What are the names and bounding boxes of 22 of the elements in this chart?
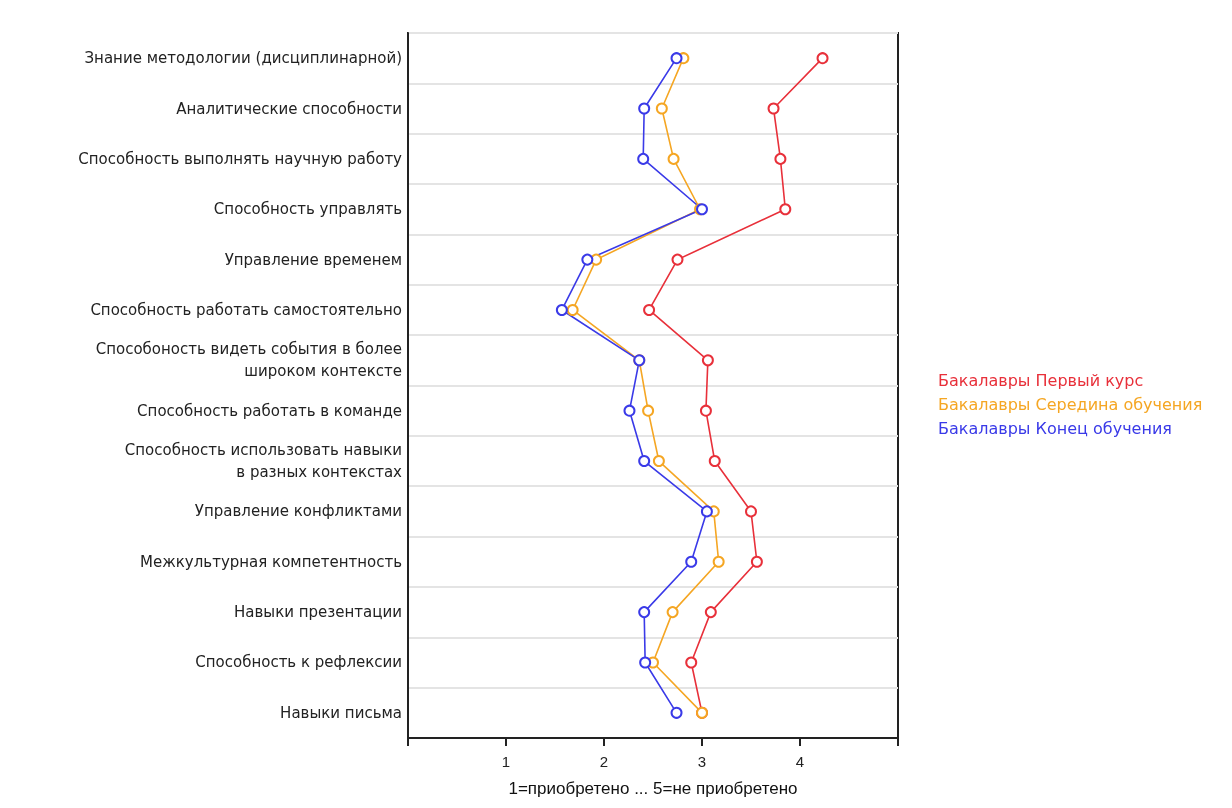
y-tick-label: Способность работать в команде (137, 401, 402, 420)
x-axis-title: 1=приобретено ... 5=не приобретено (508, 779, 798, 798)
y-tick-label: Управление конфликтами (194, 502, 402, 521)
y-tick-label: Способность управлять (213, 200, 402, 219)
x-tick-label: 4 (795, 753, 805, 770)
y-tick-label: Навыки письма (280, 703, 402, 722)
y-tick-label: Способность к рефлексии (195, 653, 402, 672)
y-tick-label: Способность выполнять научную работу (78, 149, 403, 168)
x-tick-label: 1 (501, 753, 511, 770)
text: Бакалавры Середина обучения (938, 394, 1203, 414)
y-tick-label: Аналитические способности (176, 99, 402, 118)
text: Бакалавры Конец обучения (938, 418, 1172, 438)
y-tick-label: Управление временем (224, 250, 402, 269)
y-tick-label: Знание методологии (дисциплинарной) (84, 49, 402, 68)
text: Бакалавры Первый курс (938, 370, 1144, 390)
y-tick-label: Способность работать самостоятельно (90, 300, 402, 319)
y-tick-label: Межкультурная компетентность (140, 552, 402, 571)
x-tick-label: 3 (697, 753, 707, 770)
y-tick-label: Способность использовать навыки в разных контекстах (124, 441, 403, 482)
x-tick-label: 2 (599, 753, 609, 770)
y-tick-label: Способоность видеть события в более широком контексте (95, 340, 402, 381)
y-tick-label: Навыки презентации (234, 603, 402, 622)
